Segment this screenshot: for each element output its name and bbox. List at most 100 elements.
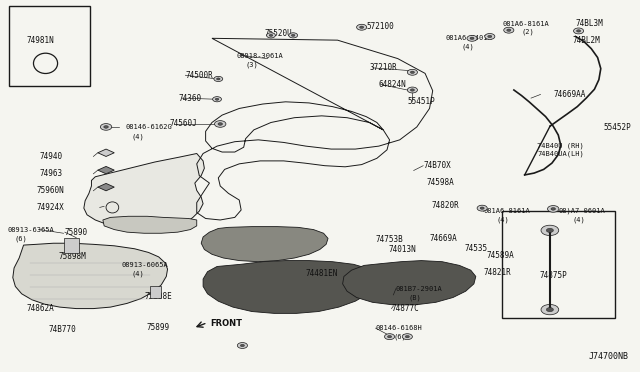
Circle shape [218,123,223,125]
Text: 74862A: 74862A [27,304,54,313]
Text: (4): (4) [461,44,474,50]
Text: 74820R: 74820R [431,201,459,210]
Text: 08146-6162G: 08146-6162G [125,124,172,130]
Text: (4): (4) [131,270,144,277]
Circle shape [484,33,495,39]
Text: 74BL2M: 74BL2M [572,36,600,45]
Circle shape [388,336,392,338]
Circle shape [269,34,273,36]
Text: 74669A: 74669A [429,234,457,243]
Polygon shape [342,260,476,305]
Text: 081A6-B401A: 081A6-B401A [445,35,492,41]
Text: 74877C: 74877C [392,304,419,313]
Circle shape [551,208,556,210]
Text: 74535: 74535 [465,244,488,253]
Text: 75890: 75890 [65,228,88,237]
Circle shape [480,207,484,209]
Polygon shape [201,227,328,262]
Text: 75898M: 75898M [58,251,86,261]
Circle shape [266,33,275,38]
Circle shape [467,35,477,41]
Polygon shape [103,216,196,233]
Polygon shape [98,166,115,174]
Text: 64824N: 64824N [379,80,406,89]
Bar [150,286,161,298]
Circle shape [573,28,584,34]
Text: (4): (4) [496,217,509,223]
Circle shape [488,35,492,38]
Text: 08)A7-0601A: 08)A7-0601A [558,208,605,214]
Text: (6): (6) [14,235,27,242]
Text: 75960N: 75960N [36,186,64,195]
Text: (4): (4) [131,134,144,140]
Text: (B): (B) [408,294,421,301]
Circle shape [291,34,295,36]
Text: 74B40UA(LH): 74B40UA(LH) [538,150,584,157]
Bar [502,211,616,318]
Polygon shape [98,183,115,191]
Circle shape [407,87,417,93]
Text: 75520U: 75520U [264,29,292,38]
Text: 74981N: 74981N [27,36,54,45]
Bar [63,238,79,253]
Polygon shape [84,154,204,230]
Circle shape [241,344,244,347]
Text: 74BL3M: 74BL3M [575,19,603,28]
Circle shape [407,69,417,75]
Text: 74360: 74360 [179,94,202,103]
Text: 55451P: 55451P [407,97,435,106]
Text: 74753B: 74753B [376,235,403,244]
Text: 74B40U (RH): 74B40U (RH) [538,142,584,149]
Circle shape [541,225,559,235]
Text: 081A6-8161A: 081A6-8161A [483,208,530,214]
Circle shape [541,304,559,315]
Text: 74481EN: 74481EN [306,269,338,278]
Text: 74589A: 74589A [486,251,515,260]
Text: 74963: 74963 [40,169,63,178]
Text: 75899: 75899 [146,323,169,331]
Text: 74821R: 74821R [483,268,511,277]
Circle shape [504,27,514,33]
Circle shape [577,30,580,32]
Text: 08913-6065A: 08913-6065A [122,262,169,268]
Text: 74940: 74940 [40,152,63,161]
Text: 74598A: 74598A [426,178,454,187]
Circle shape [477,205,487,211]
Text: 74669AA: 74669AA [553,90,586,99]
Text: 081B7-2901A: 081B7-2901A [396,286,443,292]
Text: 081A6-8161A: 081A6-8161A [502,20,549,26]
Circle shape [410,71,415,73]
Circle shape [547,206,559,212]
Text: 74500R: 74500R [186,71,213,80]
Text: 74B770: 74B770 [49,325,77,334]
Text: 37210R: 37210R [369,63,397,72]
Circle shape [214,121,226,127]
Text: 74013N: 74013N [388,245,416,254]
Text: 08146-6168H: 08146-6168H [376,325,422,331]
Circle shape [104,126,108,128]
Bar [9,6,90,86]
Text: J74700NB: J74700NB [588,352,628,361]
Text: (4): (4) [572,217,585,223]
Text: 74924X: 74924X [36,203,64,212]
Text: 74B70X: 74B70X [423,161,451,170]
Circle shape [385,334,395,340]
Text: 74875P: 74875P [540,271,567,280]
Circle shape [237,343,248,349]
Circle shape [215,98,219,100]
Text: 55452P: 55452P [604,123,632,132]
Circle shape [405,336,410,338]
Circle shape [100,124,112,130]
Circle shape [212,97,221,102]
Circle shape [547,228,554,232]
Text: 572100: 572100 [366,22,394,31]
Polygon shape [203,260,379,313]
Text: 74560J: 74560J [170,119,197,128]
Circle shape [507,29,511,31]
Polygon shape [98,149,115,157]
Circle shape [216,78,220,80]
Circle shape [289,33,298,38]
Text: (2): (2) [522,28,534,35]
Circle shape [403,334,412,340]
Text: (3): (3) [246,62,259,68]
